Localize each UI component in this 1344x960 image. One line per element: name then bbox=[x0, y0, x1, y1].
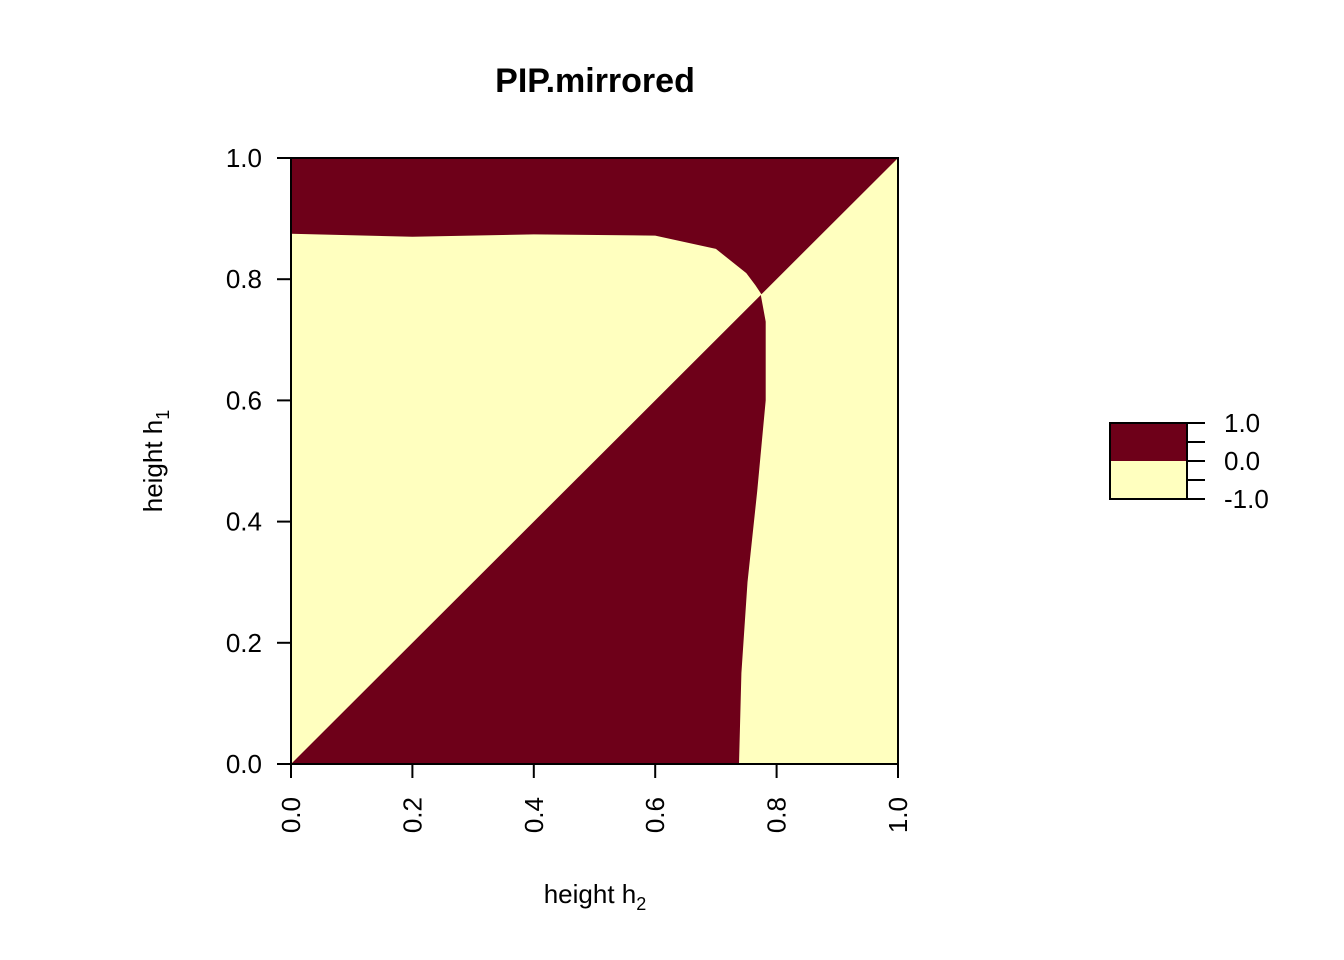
plot-area bbox=[290, 157, 899, 765]
x-axis: 0.0 0.2 0.4 0.6 0.8 1.0 bbox=[276, 763, 913, 833]
x-tick-label: 0.6 bbox=[640, 797, 670, 833]
region-positive-1 bbox=[291, 158, 898, 295]
x-tick-label: 0.2 bbox=[397, 797, 427, 833]
y-axis: 0.0 0.2 0.4 0.6 0.8 1.0 bbox=[226, 143, 292, 779]
y-tick-label: 0.0 bbox=[226, 749, 262, 779]
y-tick-label: 1.0 bbox=[226, 143, 262, 173]
x-tick-label: 0.0 bbox=[276, 797, 306, 833]
legend-label: -1.0 bbox=[1224, 484, 1269, 514]
legend-swatch-1 bbox=[1110, 423, 1187, 461]
legend-swatch-2 bbox=[1110, 461, 1187, 499]
y-tick-label: 0.8 bbox=[226, 264, 262, 294]
x-tick-label: 1.0 bbox=[883, 797, 913, 833]
x-axis-label: height h2 bbox=[544, 879, 647, 914]
y-tick-label: 0.2 bbox=[226, 628, 262, 658]
color-legend: 1.0 0.0 -1.0 bbox=[1109, 408, 1269, 514]
chart-title: PIP.mirrored bbox=[495, 62, 695, 100]
legend-label: 1.0 bbox=[1224, 408, 1260, 438]
y-tick-label: 0.6 bbox=[226, 385, 262, 415]
region-positive-2 bbox=[291, 295, 766, 764]
legend-label: 0.0 bbox=[1224, 446, 1260, 476]
x-tick-label: 0.4 bbox=[519, 797, 549, 833]
y-axis-label: height h1 bbox=[138, 410, 173, 513]
x-tick-label: 0.8 bbox=[762, 797, 792, 833]
y-tick-label: 0.4 bbox=[226, 507, 262, 537]
